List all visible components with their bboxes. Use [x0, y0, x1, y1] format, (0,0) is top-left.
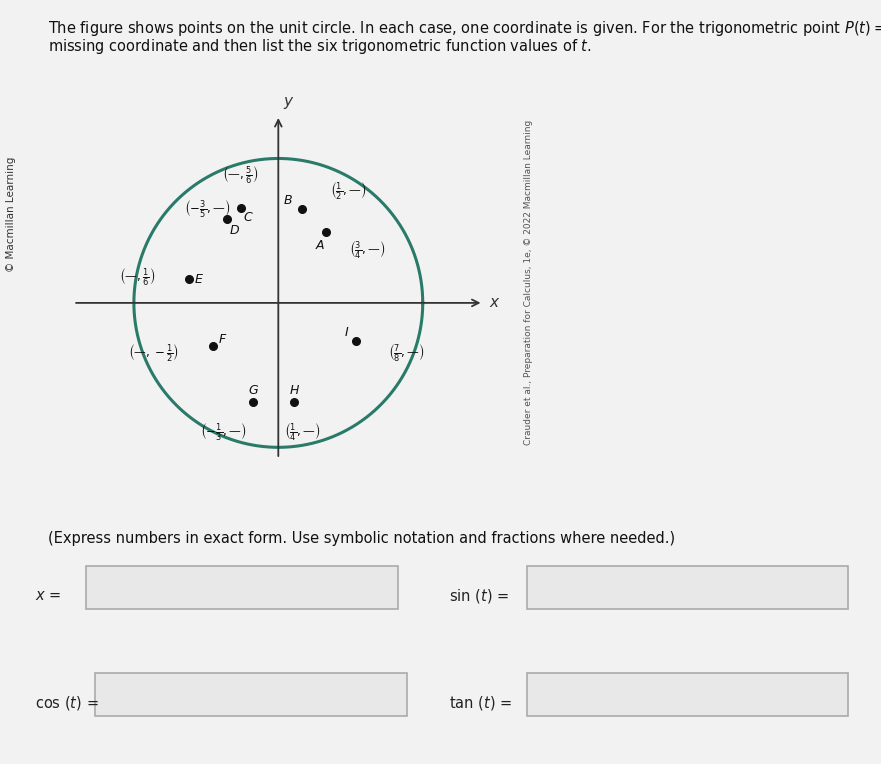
- Text: cos ($t$) =: cos ($t$) =: [35, 694, 99, 712]
- Text: F: F: [219, 332, 226, 345]
- Text: B: B: [284, 194, 292, 207]
- Text: sin ($t$) =: sin ($t$) =: [449, 587, 509, 605]
- Text: I: I: [344, 326, 348, 339]
- Text: H: H: [290, 384, 299, 397]
- Text: $\left(\frac{7}{8}, \mathrm{—}\right)$: $\left(\frac{7}{8}, \mathrm{—}\right)$: [388, 342, 425, 363]
- Text: $\left(\mathrm{—}, \frac{5}{6}\right)$: $\left(\mathrm{—}, \frac{5}{6}\right)$: [223, 163, 259, 185]
- Text: $\left(\frac{1}{4}, \mathrm{—}\right)$: $\left(\frac{1}{4}, \mathrm{—}\right)$: [284, 421, 321, 442]
- Text: $\left(\mathrm{—}, -\frac{1}{2}\right)$: $\left(\mathrm{—}, -\frac{1}{2}\right)$: [128, 342, 179, 362]
- Text: C: C: [244, 211, 252, 224]
- Text: E: E: [195, 273, 203, 286]
- Text: $\left(\mathrm{—}, \frac{1}{6}\right)$: $\left(\mathrm{—}, \frac{1}{6}\right)$: [120, 266, 156, 287]
- Text: $\left(\frac{1}{2}, \mathrm{—}\right)$: $\left(\frac{1}{2}, \mathrm{—}\right)$: [330, 180, 366, 201]
- Text: © Macmillan Learning: © Macmillan Learning: [6, 156, 17, 272]
- Text: $\left(\frac{3}{4}, \mathrm{—}\right)$: $\left(\frac{3}{4}, \mathrm{—}\right)$: [349, 239, 386, 260]
- Text: Crauder et al., Preparation for Calculus, 1e, © 2022 Macmillan Learning: Crauder et al., Preparation for Calculus…: [524, 120, 533, 445]
- Text: $y$: $y$: [283, 95, 294, 111]
- Text: The figure shows points on the unit circle. In each case, one coordinate is give: The figure shows points on the unit circ…: [48, 19, 881, 38]
- Text: $\left(-\frac{3}{5}, \mathrm{—}\right)$: $\left(-\frac{3}{5}, \mathrm{—}\right)$: [184, 198, 231, 219]
- Text: $x$ =: $x$ =: [35, 588, 62, 604]
- Text: G: G: [248, 384, 258, 397]
- Text: (Express numbers in exact form. Use symbolic notation and fractions where needed: (Express numbers in exact form. Use symb…: [48, 531, 676, 546]
- Text: D: D: [229, 224, 239, 237]
- Text: missing coordinate and then list the six trigonometric function values of $t$.: missing coordinate and then list the six…: [48, 37, 592, 56]
- Text: tan ($t$) =: tan ($t$) =: [449, 694, 513, 712]
- Text: A: A: [316, 238, 324, 251]
- Text: $\left(-\frac{1}{3}, \mathrm{—}\right)$: $\left(-\frac{1}{3}, \mathrm{—}\right)$: [200, 421, 247, 442]
- Text: $x$: $x$: [489, 296, 500, 310]
